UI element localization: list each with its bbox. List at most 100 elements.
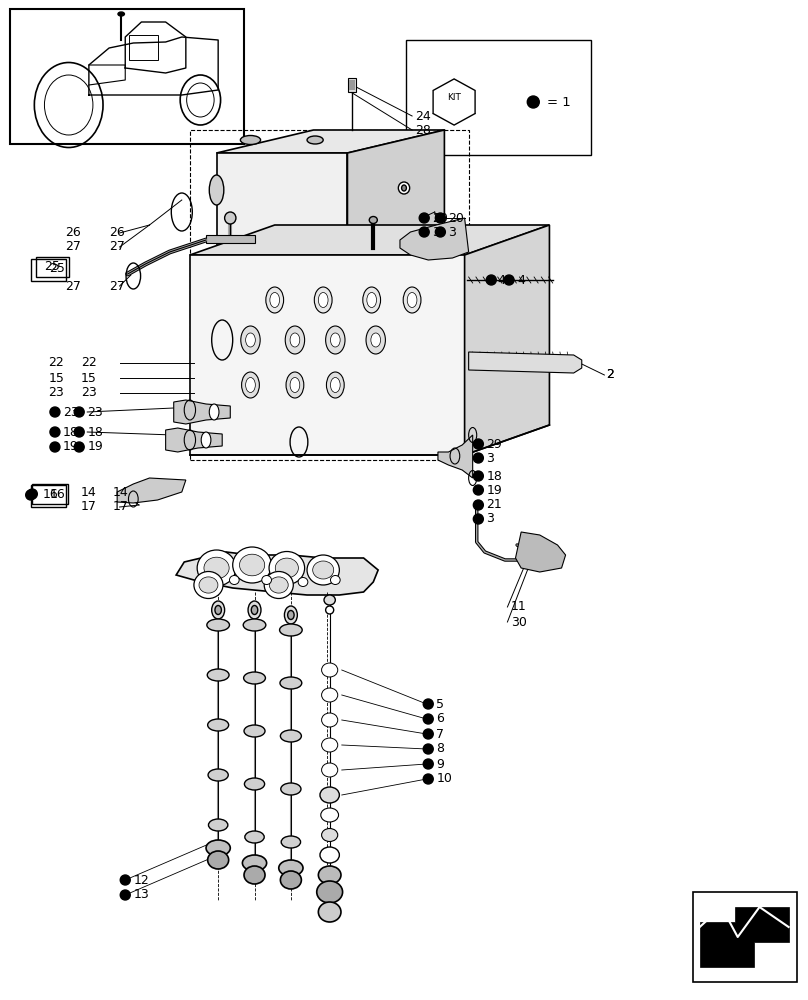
Ellipse shape [208, 669, 229, 681]
Ellipse shape [245, 831, 264, 843]
Polygon shape [206, 235, 255, 243]
Circle shape [50, 427, 60, 437]
Text: 23: 23 [48, 386, 64, 399]
Ellipse shape [276, 558, 298, 578]
Polygon shape [217, 130, 444, 153]
Ellipse shape [298, 578, 308, 586]
Ellipse shape [225, 212, 236, 224]
Text: 26: 26 [109, 227, 124, 239]
Ellipse shape [281, 836, 301, 848]
Circle shape [74, 427, 84, 437]
Ellipse shape [314, 287, 332, 313]
Circle shape [473, 500, 483, 510]
Text: 11: 11 [511, 600, 526, 613]
Polygon shape [400, 218, 469, 260]
Circle shape [423, 744, 433, 754]
Ellipse shape [269, 552, 305, 584]
Polygon shape [190, 255, 465, 455]
Ellipse shape [367, 292, 377, 308]
Text: 19: 19 [486, 484, 502, 496]
Text: 2: 2 [606, 368, 614, 381]
Ellipse shape [208, 851, 229, 869]
Circle shape [423, 759, 433, 769]
Ellipse shape [215, 605, 221, 614]
Text: 4: 4 [497, 273, 505, 286]
Text: 14: 14 [113, 486, 128, 498]
Ellipse shape [244, 725, 265, 737]
Polygon shape [700, 907, 789, 967]
Text: 17: 17 [81, 500, 97, 514]
Ellipse shape [284, 606, 297, 624]
Ellipse shape [251, 605, 258, 614]
Bar [406, 40, 591, 155]
Ellipse shape [262, 576, 271, 584]
Ellipse shape [290, 377, 300, 392]
Text: 26: 26 [65, 227, 80, 239]
Circle shape [50, 407, 60, 417]
Text: 23: 23 [63, 406, 78, 418]
Ellipse shape [407, 292, 417, 308]
Text: 12: 12 [133, 874, 149, 886]
Polygon shape [174, 400, 230, 424]
Bar [349, 80, 356, 90]
Text: 3: 3 [486, 512, 494, 526]
Polygon shape [176, 552, 378, 595]
Text: 24: 24 [415, 109, 431, 122]
Bar [129, 35, 158, 60]
Ellipse shape [209, 175, 224, 205]
Ellipse shape [209, 404, 219, 420]
Ellipse shape [280, 871, 301, 889]
Ellipse shape [194, 572, 223, 598]
Ellipse shape [241, 135, 260, 144]
Polygon shape [469, 352, 582, 373]
Text: 25: 25 [44, 260, 61, 273]
Bar [31, 485, 66, 507]
Text: 6: 6 [436, 712, 444, 726]
Circle shape [473, 514, 483, 524]
Bar [32, 484, 68, 504]
Ellipse shape [324, 595, 335, 605]
Ellipse shape [264, 572, 293, 598]
Ellipse shape [208, 719, 229, 731]
Ellipse shape [320, 847, 339, 863]
Ellipse shape [239, 554, 265, 576]
Ellipse shape [369, 217, 377, 224]
Text: 3: 3 [448, 226, 457, 238]
Ellipse shape [285, 326, 305, 354]
Ellipse shape [212, 601, 225, 619]
Ellipse shape [248, 601, 261, 619]
Circle shape [528, 96, 539, 108]
Polygon shape [433, 79, 475, 125]
Ellipse shape [246, 333, 255, 347]
Text: 2: 2 [606, 368, 614, 381]
Text: 27: 27 [65, 240, 81, 253]
Text: 22: 22 [81, 357, 96, 369]
Circle shape [74, 407, 84, 417]
Text: 7: 7 [436, 728, 444, 740]
Circle shape [486, 275, 496, 285]
Ellipse shape [403, 287, 421, 313]
Circle shape [423, 774, 433, 784]
Text: 13: 13 [133, 888, 149, 902]
Ellipse shape [318, 902, 341, 922]
Ellipse shape [241, 326, 260, 354]
Ellipse shape [286, 372, 304, 398]
Polygon shape [438, 435, 473, 478]
Ellipse shape [208, 769, 229, 781]
Text: 22: 22 [48, 357, 64, 369]
Ellipse shape [229, 576, 239, 584]
Text: 18: 18 [486, 470, 503, 483]
Polygon shape [516, 532, 566, 572]
Ellipse shape [318, 866, 341, 884]
Text: 23: 23 [87, 406, 103, 418]
Text: KIT: KIT [447, 94, 461, 103]
Ellipse shape [246, 377, 255, 392]
Text: 15: 15 [81, 371, 97, 384]
Ellipse shape [317, 881, 343, 903]
Ellipse shape [280, 624, 302, 636]
Ellipse shape [290, 333, 300, 347]
Text: 4: 4 [517, 273, 525, 286]
Bar [10, 9, 244, 144]
Circle shape [423, 714, 433, 724]
Ellipse shape [288, 610, 294, 619]
